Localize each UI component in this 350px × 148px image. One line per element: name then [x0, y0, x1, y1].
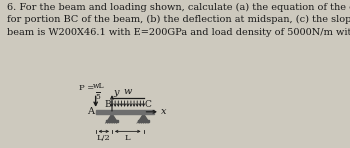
- Text: w: w: [124, 87, 132, 96]
- Polygon shape: [108, 114, 116, 120]
- Text: A: A: [88, 107, 94, 116]
- Bar: [106, 120, 118, 122]
- Text: y: y: [114, 88, 119, 97]
- Text: C: C: [144, 100, 151, 109]
- Text: 5: 5: [96, 93, 101, 101]
- Text: L/2: L/2: [97, 134, 111, 142]
- Text: B: B: [105, 100, 111, 109]
- Bar: [138, 120, 149, 122]
- Polygon shape: [139, 114, 148, 120]
- Text: P =: P =: [79, 84, 94, 92]
- Text: 6. For the beam and loading shown, calculate (a) the equation of the elastic cur: 6. For the beam and loading shown, calcu…: [7, 3, 350, 37]
- Text: wL: wL: [92, 82, 104, 90]
- Text: L: L: [125, 134, 131, 142]
- Bar: [96, 110, 154, 114]
- Text: x: x: [161, 107, 167, 116]
